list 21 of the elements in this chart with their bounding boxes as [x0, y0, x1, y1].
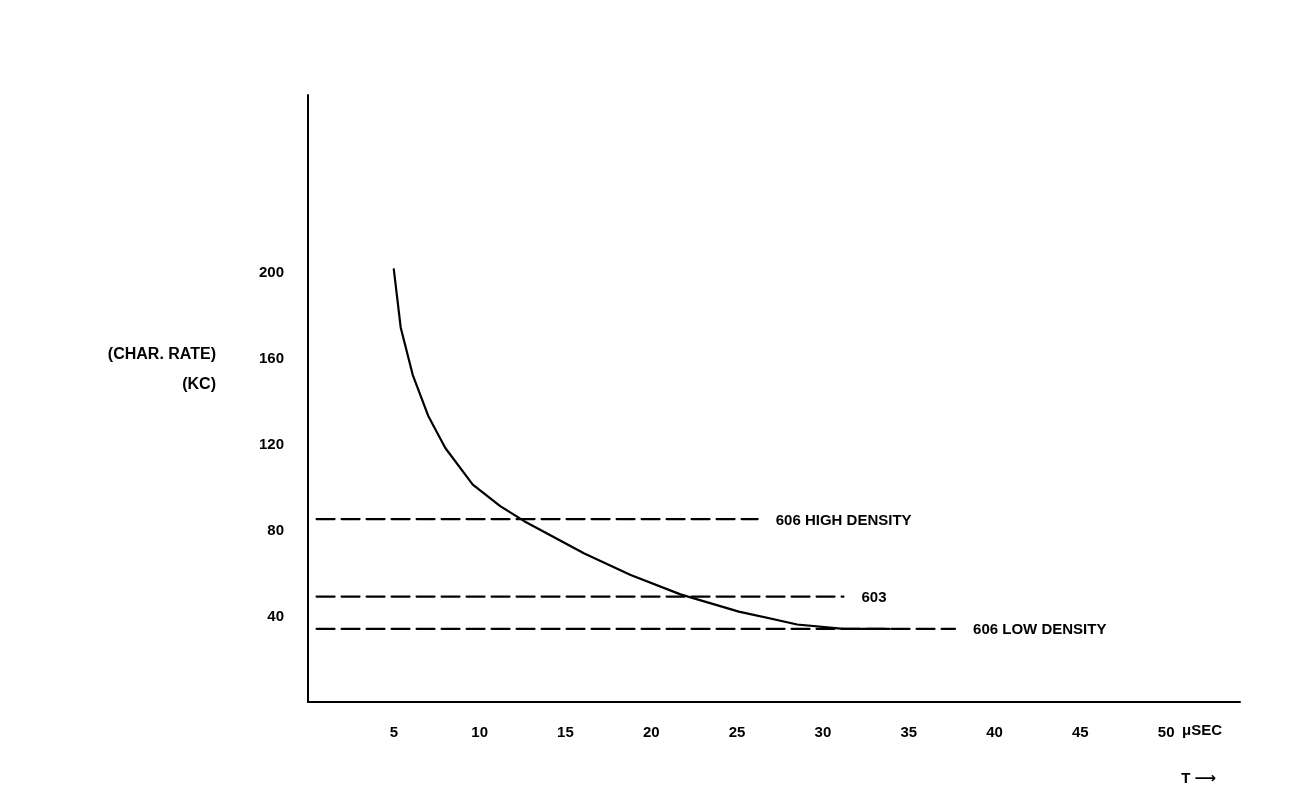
y-tick-label: 200	[258, 263, 284, 280]
text: T ⟶	[1181, 769, 1217, 786]
x-axis-title: μSEC	[1182, 721, 1223, 738]
x-tick-label: 35	[900, 723, 918, 740]
x-tick-label: 15	[557, 723, 574, 740]
series-label: 606 HIGH DENSITY	[775, 510, 912, 528]
y-axis-title: (CHAR. RATE) (KC)	[107, 345, 216, 392]
y-tick-label: 160	[258, 349, 284, 367]
y-tick-label: 120	[258, 435, 284, 453]
x-tick-label: 5	[389, 723, 398, 740]
y-tick-label: 40	[267, 607, 284, 625]
series-label: 606 LOW DENSITY	[973, 620, 1107, 638]
x-tick-label: 25	[728, 723, 746, 740]
x-tick-label: 20	[642, 723, 660, 740]
x-tick-label: 40	[986, 723, 1003, 740]
x-tick-label: 10	[471, 723, 488, 740]
x-tick-label: 45	[1072, 723, 1089, 740]
y-tick-label: 80	[267, 521, 284, 539]
x-tick-label: 50	[1157, 723, 1175, 740]
x-tick-label: 30	[814, 723, 832, 740]
series-label: 603	[861, 588, 887, 606]
